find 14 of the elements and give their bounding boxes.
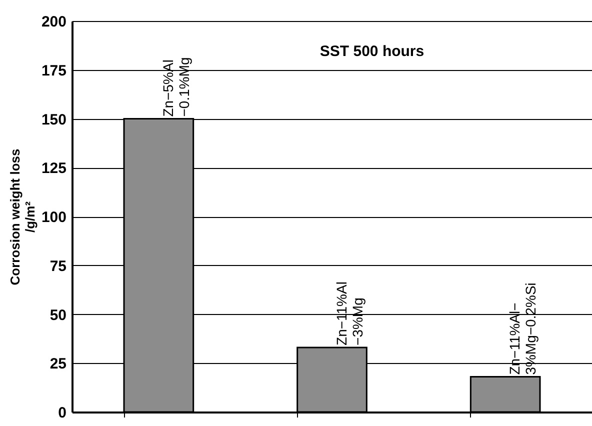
annotation: SST 500 hours [320,43,424,60]
y-tick-label: 150 [41,111,66,128]
y-tick-label: 0 [58,404,66,422]
y-tick-label: 100 [41,209,66,226]
y-tick-label: 125 [41,160,66,178]
y-tick-label: 200 [41,14,66,30]
x-tick-label: Zn−11%Al− 3%Mg−0.2%Si [506,282,539,375]
y-axis-title: Corrosion weight loss /g/m² [7,148,38,286]
x-tick-label: Zn−5%Al −0.1%Mg [160,57,192,117]
y-tick-label: 75 [50,258,66,275]
y-tick-label: 25 [50,356,66,373]
y-tick-label: 175 [41,62,66,80]
y-tick-label: 50 [50,306,66,324]
x-tick-label: Zn−11%Al −3%Mg [333,282,366,346]
